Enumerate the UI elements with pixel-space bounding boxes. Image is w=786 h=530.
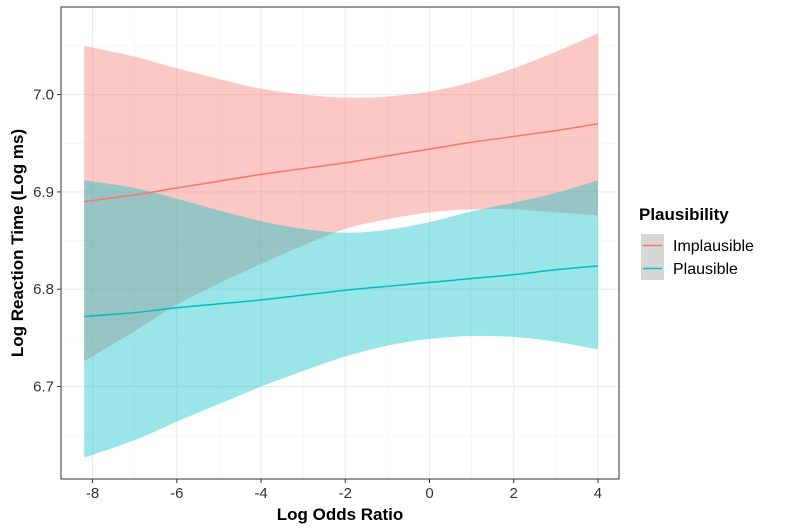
- x-tick-label: 2: [510, 485, 518, 502]
- plot-background: [61, 7, 619, 479]
- line-implausible: [84, 123, 599, 203]
- x-tick-label: -4: [254, 485, 267, 502]
- x-axis-title: Log Odds Ratio: [277, 505, 404, 524]
- legend: Plausibility Implausible Plausible: [639, 205, 754, 280]
- grid-lines: [61, 7, 619, 479]
- band-plausible: [84, 180, 598, 458]
- y-tick-label: 7.0: [33, 87, 54, 104]
- band-implausible: [84, 33, 598, 362]
- confidence-bands: [84, 33, 598, 458]
- legend-title: Plausibility: [639, 205, 729, 224]
- x-tick-label: -8: [86, 485, 99, 502]
- x-tick-label: 4: [594, 485, 602, 502]
- legend-item-implausible: Implausible: [641, 234, 754, 257]
- y-axis-title: Log Reaction Time (Log ms): [8, 129, 27, 357]
- x-tick-label: 0: [425, 485, 433, 502]
- line-plausible: [84, 265, 599, 318]
- y-tick-label: 6.7: [33, 379, 54, 396]
- plot-border: [60, 6, 620, 480]
- axis-ticks: -8 -6 -4 -2 0 2 4 6.7 6.8 6.9 7.0: [33, 87, 602, 502]
- x-tick-label: -2: [339, 485, 352, 502]
- legend-label: Plausible: [673, 261, 738, 278]
- legend-item-plausible: Plausible: [641, 257, 738, 280]
- x-tick-label: -6: [170, 485, 183, 502]
- legend-label: Implausible: [673, 238, 754, 255]
- series-lines: [84, 123, 599, 318]
- y-tick-label: 6.8: [33, 281, 54, 298]
- y-tick-label: 6.9: [33, 184, 54, 201]
